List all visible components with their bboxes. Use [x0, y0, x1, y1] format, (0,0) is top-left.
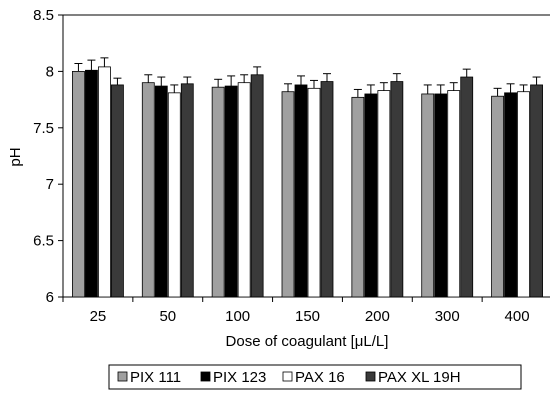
- bar: [85, 69, 98, 298]
- legend-swatch: [282, 371, 293, 382]
- x-tick-label: 150: [295, 308, 320, 325]
- plot-frame: [62, 14, 550, 298]
- bar: [250, 74, 264, 298]
- bar: [517, 91, 530, 298]
- y-tick-label: 7: [46, 176, 54, 193]
- bar: [211, 86, 225, 298]
- bar: [434, 93, 448, 298]
- x-axis: 25 50 100 150 200 300 400: [62, 297, 530, 325]
- bar: [377, 90, 391, 298]
- bar: [281, 91, 295, 298]
- legend-label: PAX XL 19H: [378, 369, 461, 386]
- bar: [98, 66, 111, 298]
- bar: [237, 82, 251, 298]
- bar: [504, 92, 517, 298]
- bar: [530, 84, 543, 298]
- bar: [364, 93, 378, 298]
- bar: [167, 92, 181, 298]
- x-tick-label: 200: [365, 308, 390, 325]
- x-tick-label: 300: [435, 308, 460, 325]
- y-tick-label: 8.5: [33, 7, 54, 24]
- x-tick-label: 100: [225, 308, 250, 325]
- bar: [224, 85, 238, 298]
- y-tick-label: 7.5: [33, 120, 54, 137]
- x-tick-label: 400: [505, 308, 530, 325]
- legend: PIX 111 PIX 123 PAX 16 PAX XL 19H: [108, 364, 522, 390]
- y-axis-title: pH: [7, 147, 24, 166]
- legend-swatch: [365, 371, 376, 382]
- bar: [294, 84, 308, 298]
- bar: [390, 81, 404, 298]
- bar: [320, 81, 334, 298]
- bar: [307, 87, 321, 298]
- bar: [180, 83, 194, 298]
- legend-swatch: [117, 371, 128, 382]
- legend-box: [108, 364, 522, 390]
- legend-label: PAX 16: [295, 369, 345, 386]
- bar: [141, 82, 155, 298]
- bar: [351, 96, 365, 298]
- y-axis: 6 6.5 7 7.5 8 8.5: [33, 7, 63, 306]
- bar: [491, 95, 504, 298]
- x-tick-label: 50: [159, 308, 176, 325]
- bar: [460, 76, 474, 298]
- y-tick-label: 6: [46, 289, 54, 306]
- bar: [447, 90, 461, 298]
- x-axis-title: Dose of coagulant [μL/L]: [226, 333, 389, 350]
- bar: [154, 85, 168, 298]
- legend-label: PIX 111: [130, 369, 181, 386]
- legend-swatch: [200, 371, 211, 382]
- y-tick-label: 6.5: [33, 233, 54, 250]
- x-tick-label: 25: [90, 308, 107, 325]
- bar: [72, 71, 85, 298]
- bar: [111, 84, 124, 298]
- plot-area: [62, 14, 550, 298]
- bar: [421, 93, 435, 298]
- legend-label: PIX 123: [213, 369, 266, 386]
- y-tick-label: 8: [46, 63, 54, 80]
